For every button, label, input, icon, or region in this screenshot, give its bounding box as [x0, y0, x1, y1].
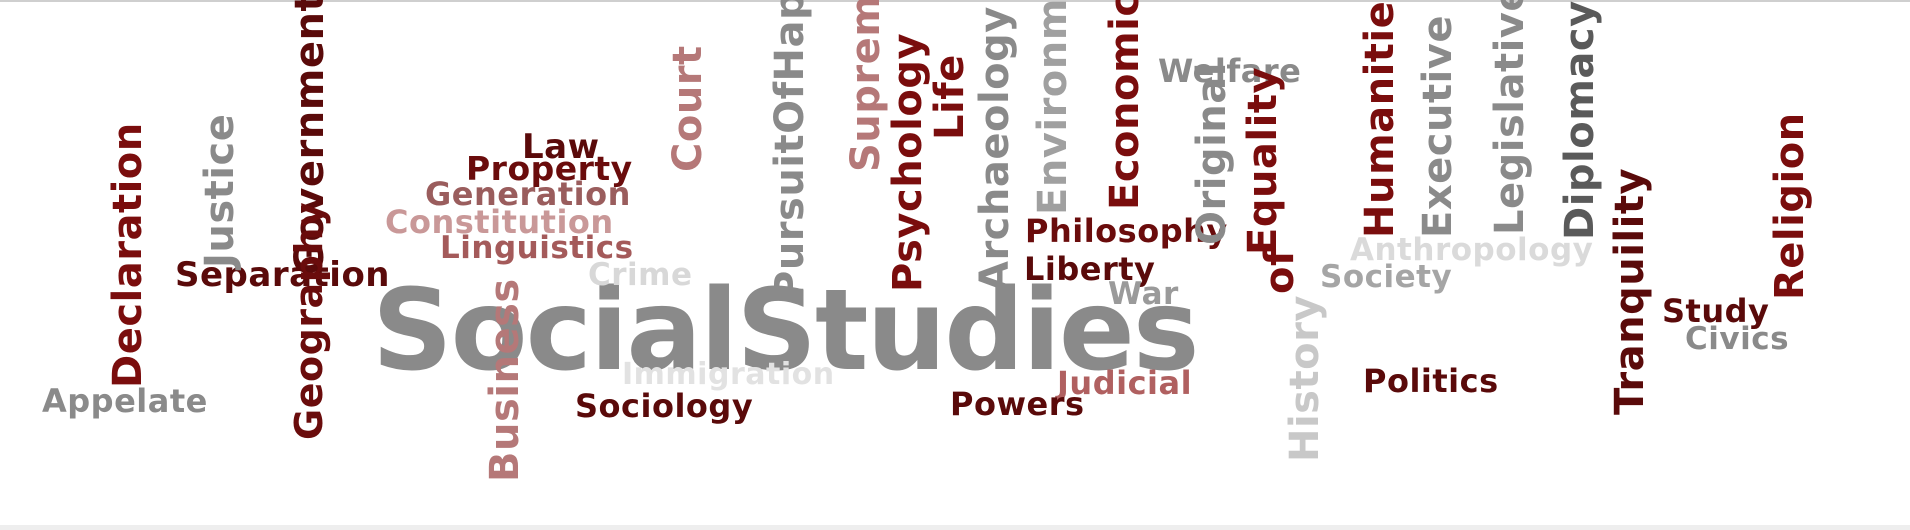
- word-separation: Separation: [175, 255, 391, 295]
- word-life: Life: [927, 54, 973, 140]
- word-civics: Civics: [1685, 321, 1790, 357]
- word-welfare: Welfare: [1158, 52, 1302, 90]
- word-sociology: Sociology: [575, 387, 754, 425]
- word-crime: Crime: [588, 257, 693, 293]
- word-diplomacy: Diplomacy: [1557, 0, 1603, 240]
- word-judicial: Judicial: [1057, 364, 1193, 402]
- word-history: History: [1282, 295, 1328, 462]
- word-study: Study: [1662, 292, 1770, 330]
- word-powers: Powers: [950, 385, 1085, 423]
- word-appelate: Appelate: [42, 382, 208, 420]
- word-supreme: Supreme: [843, 0, 889, 172]
- word-declaration: Declaration: [105, 122, 151, 388]
- word-environment: Environment: [1030, 0, 1076, 215]
- word-immigration: Immigration: [622, 357, 835, 392]
- word-humanities: Humanities: [1357, 0, 1403, 238]
- word-war: War: [1108, 276, 1179, 312]
- word-linguistics: Linguistics: [440, 230, 634, 266]
- bottom-divider: [0, 525, 1910, 530]
- word-legislative: Legislative: [1487, 0, 1533, 235]
- word-archaeology: Archaeology: [972, 6, 1018, 292]
- word-geography: Geography: [287, 201, 331, 440]
- word-socialstudies: SocialStudies: [372, 266, 1199, 396]
- word-politics: Politics: [1363, 362, 1499, 400]
- word-pursuitofhappiness: PursuitOfHappiness: [767, 0, 813, 300]
- word-executive: Executive: [1415, 15, 1461, 238]
- word-of: of: [1257, 248, 1303, 294]
- word-generation: Generation: [425, 175, 631, 213]
- word-court: Court: [665, 45, 711, 172]
- word-economics: Economics: [1102, 0, 1148, 210]
- top-divider: [0, 0, 1910, 2]
- word-constitution: Constitution: [385, 203, 614, 241]
- word-liberty: Liberty: [1024, 250, 1156, 288]
- word-justice: Justice: [197, 113, 243, 268]
- word-business: Business: [482, 278, 528, 482]
- word-philosophy: Philosophy: [1025, 212, 1228, 250]
- word-psychology: Psychology: [885, 32, 931, 292]
- word-religion: Religion: [1767, 112, 1813, 300]
- word-property: Property: [466, 149, 633, 188]
- word-equality: Equality: [1240, 66, 1286, 255]
- word-original: Original: [1189, 62, 1235, 245]
- word-tranquility: Tranquility: [1607, 167, 1653, 415]
- word-society: Society: [1320, 259, 1453, 295]
- word-anthropology: Anthropology: [1350, 232, 1594, 268]
- word-law: Law: [522, 127, 600, 167]
